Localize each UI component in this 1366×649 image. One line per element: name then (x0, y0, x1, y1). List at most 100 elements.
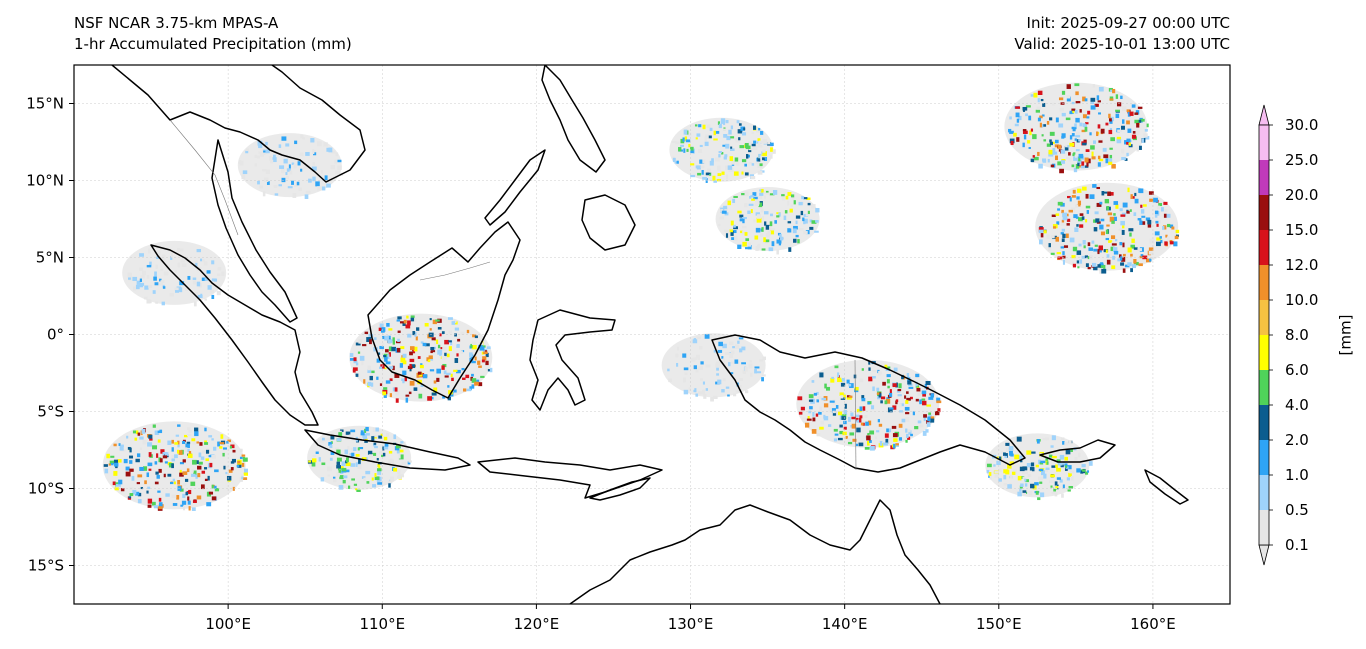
precip-cell (219, 442, 225, 445)
precip-cell (1038, 229, 1044, 234)
precip-cell (429, 318, 432, 321)
precip-cell (866, 435, 871, 441)
precip-cell (1105, 237, 1110, 241)
precip-cell (1120, 235, 1124, 240)
precip-cell (1106, 206, 1110, 211)
precip-cell (436, 377, 440, 382)
precip-cell (1060, 246, 1065, 249)
precip-cell (778, 243, 782, 246)
precip-cell (355, 342, 361, 346)
precip-cell (405, 397, 409, 403)
precip-cell (345, 431, 351, 435)
precip-cell (402, 370, 407, 376)
precip-cell (152, 290, 156, 294)
precip-cell (1109, 98, 1114, 101)
precip-cell (208, 435, 213, 438)
precip-cell (312, 454, 316, 458)
precip-cell (1051, 465, 1057, 468)
precip-cell (1078, 217, 1083, 222)
precip-cell (737, 129, 743, 134)
precip-cell (125, 466, 130, 471)
precip-cell (1089, 132, 1092, 136)
precip-cell (390, 476, 395, 482)
precip-cell (1142, 255, 1148, 260)
precip-cell (877, 396, 881, 400)
precip-cell (147, 442, 153, 447)
precip-cell (745, 145, 751, 150)
precip-cell (1051, 235, 1055, 239)
precip-cell (135, 284, 140, 290)
precip-cell (1040, 470, 1045, 476)
precip-cell (747, 154, 750, 158)
precip-cell (177, 440, 180, 445)
precip-cell (1163, 213, 1167, 218)
precip-cell (1102, 147, 1107, 152)
precip-cell (805, 214, 810, 217)
precip-cell (1091, 240, 1095, 244)
precip-cell (1138, 188, 1141, 193)
precip-cell (758, 202, 763, 208)
precip-cell (871, 405, 875, 410)
precip-cell (169, 481, 174, 485)
precip-cell (688, 143, 691, 148)
precip-cell (703, 393, 707, 399)
precip-cell (257, 155, 260, 159)
precip-cell (118, 443, 121, 446)
precip-cell (1070, 207, 1076, 213)
precip-cell (1082, 123, 1086, 127)
precip-cell (926, 404, 931, 407)
precip-cell (1033, 92, 1038, 98)
precip-cell (1074, 109, 1078, 114)
precip-cell (262, 152, 266, 155)
precip-cell (1085, 219, 1088, 223)
precip-cell (760, 130, 764, 135)
precip-cell (745, 247, 748, 250)
precip-cell (849, 432, 855, 436)
precip-cell (1121, 119, 1125, 124)
precip-cell (1047, 247, 1052, 251)
precip-cell (209, 289, 214, 294)
precip-cell (819, 372, 824, 378)
precip-cell (1022, 490, 1027, 493)
colorbar-swatch (1259, 440, 1269, 475)
precip-cell (715, 130, 720, 134)
precip-cell (797, 239, 800, 244)
precip-cell (925, 380, 931, 386)
precip-cell (396, 319, 401, 322)
precip-cell (1110, 246, 1115, 252)
precip-cell (1166, 213, 1171, 218)
precip-cell (410, 317, 415, 322)
precip-cell (172, 478, 175, 482)
precip-cell (702, 176, 707, 180)
precip-cell (837, 377, 842, 383)
precip-cell (760, 188, 764, 193)
precip-cell (182, 439, 186, 443)
precip-cell (366, 337, 372, 342)
precip-cell (741, 362, 746, 365)
precip-cell (1045, 458, 1049, 464)
precip-cell (1016, 436, 1022, 442)
precip-cell (855, 443, 859, 447)
precip-cell (795, 220, 798, 225)
precip-cell (928, 414, 932, 418)
precip-cell (1046, 234, 1050, 240)
precip-cell (316, 141, 322, 147)
precip-cell (1084, 157, 1089, 163)
field-title: 1-hr Accumulated Precipitation (mm) (74, 35, 352, 53)
precip-cell (1059, 168, 1064, 174)
precip-cell (1063, 245, 1069, 248)
precip-cell (144, 285, 149, 290)
precip-cell (824, 383, 827, 389)
precip-cell (864, 415, 868, 418)
precip-cell (753, 140, 757, 144)
precip-cell (383, 393, 387, 398)
colorbar-extend-max (1258, 104, 1270, 126)
precip-cell (755, 212, 760, 216)
precip-cell (359, 355, 365, 361)
precip-cell (1145, 258, 1151, 263)
longitude-axis: 100°E 110°E 120°E 130°E 140°E 150°E 160°E (205, 604, 1176, 633)
precip-cell (1071, 164, 1075, 168)
precip-cell (1137, 248, 1142, 252)
precip-cell (198, 282, 203, 288)
precip-cell (1051, 492, 1056, 495)
